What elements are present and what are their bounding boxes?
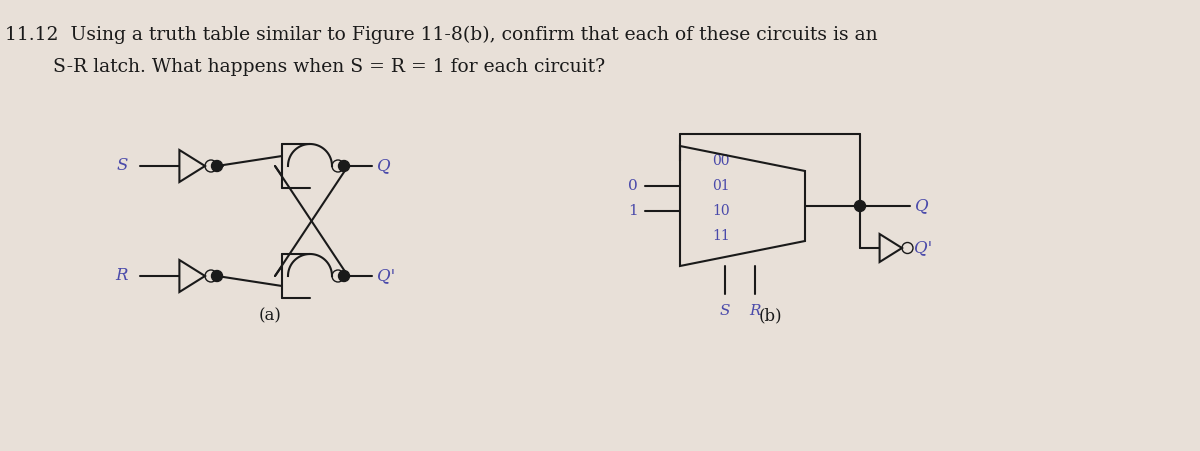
- Text: R: R: [749, 304, 761, 318]
- Circle shape: [854, 201, 865, 212]
- Text: Q': Q': [914, 239, 932, 257]
- Text: Q': Q': [377, 267, 395, 285]
- Text: 0: 0: [629, 179, 638, 193]
- Circle shape: [338, 271, 349, 281]
- Circle shape: [211, 161, 222, 171]
- Circle shape: [211, 271, 222, 281]
- Text: S: S: [116, 157, 128, 175]
- Text: 11: 11: [712, 229, 730, 243]
- Text: Q: Q: [916, 198, 929, 215]
- Text: S-R latch. What happens when S = R = 1 for each circuit?: S-R latch. What happens when S = R = 1 f…: [5, 58, 605, 76]
- Text: Q: Q: [377, 157, 391, 175]
- Text: 10: 10: [712, 204, 730, 218]
- Circle shape: [338, 161, 349, 171]
- Text: 1: 1: [629, 204, 638, 218]
- Text: (a): (a): [258, 308, 282, 325]
- Text: 00: 00: [712, 154, 730, 168]
- Text: R: R: [115, 267, 128, 285]
- Text: (b): (b): [758, 308, 782, 325]
- Text: 11.12  Using a truth table similar to Figure 11-8(b), confirm that each of these: 11.12 Using a truth table similar to Fig…: [5, 26, 877, 44]
- Text: S: S: [719, 304, 730, 318]
- Text: 01: 01: [712, 179, 730, 193]
